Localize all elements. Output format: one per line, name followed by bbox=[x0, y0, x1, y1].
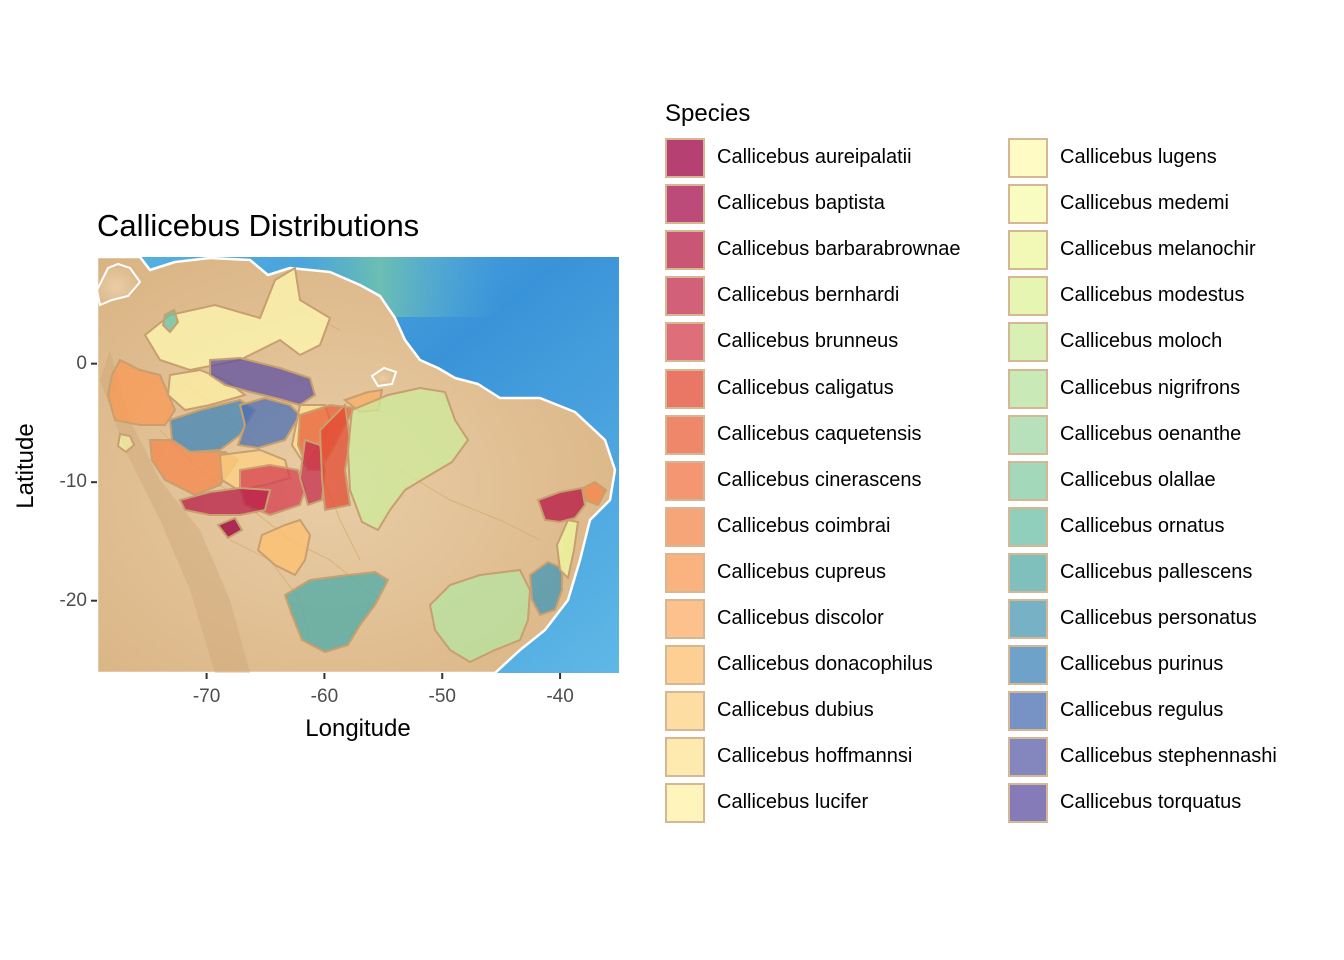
legend-swatch bbox=[1008, 737, 1048, 778]
range-pallescens bbox=[283, 570, 390, 654]
x-axis-title: Longitude bbox=[305, 715, 411, 742]
legend-label: Callicebus bernhardi bbox=[717, 284, 900, 307]
legend-label: Callicebus stephennashi bbox=[1060, 745, 1277, 768]
legend-swatch bbox=[1008, 506, 1048, 547]
x-tick-label: -40 bbox=[546, 686, 574, 707]
legend-label: Callicebus purinus bbox=[1060, 653, 1224, 676]
legend-swatch bbox=[665, 184, 705, 225]
x-tick-label: -60 bbox=[310, 686, 339, 707]
x-tick-label: -70 bbox=[192, 686, 221, 707]
legend-label: Callicebus melanochir bbox=[1060, 238, 1256, 261]
legend-swatch bbox=[1008, 138, 1048, 178]
range-lucifer bbox=[166, 368, 248, 412]
legend-swatch bbox=[665, 645, 705, 686]
legend-title: Species bbox=[665, 100, 751, 127]
x-tick-label: -50 bbox=[428, 686, 456, 707]
range-caquetensis bbox=[178, 486, 272, 516]
y-tick-label: -20 bbox=[59, 589, 87, 611]
legend-label: Callicebus dubius bbox=[717, 699, 874, 722]
legend-swatch bbox=[665, 599, 705, 639]
legend-swatch bbox=[665, 414, 705, 455]
legend-swatch bbox=[1008, 645, 1048, 686]
marajo-island bbox=[370, 366, 398, 388]
y-axis-title: Latitude bbox=[12, 423, 39, 509]
legend-swatch bbox=[665, 691, 705, 732]
central-america-landmass bbox=[97, 262, 142, 307]
andes-shadow bbox=[100, 350, 250, 673]
legend-swatch bbox=[1008, 783, 1048, 824]
legend-label: Callicebus lucifer bbox=[717, 791, 869, 814]
legend-label: Callicebus cupreus bbox=[717, 560, 886, 583]
range-donacophilus bbox=[256, 518, 312, 577]
range-moloch bbox=[318, 402, 352, 512]
legend-swatch bbox=[1008, 276, 1048, 317]
legend-swatch bbox=[1008, 552, 1048, 593]
legend-label: Callicebus olallae bbox=[1060, 468, 1216, 491]
legend-swatch bbox=[665, 783, 705, 824]
y-tick-label: 0 bbox=[76, 352, 87, 374]
legend-swatch bbox=[665, 138, 705, 178]
legend-swatch bbox=[1008, 414, 1048, 455]
legend-label: Callicebus torquatus bbox=[1060, 791, 1242, 814]
range-ornatus bbox=[161, 308, 180, 334]
legend-swatch bbox=[1008, 368, 1048, 409]
legend-label: Callicebus donacophilus bbox=[717, 653, 933, 676]
range-nigrifrons bbox=[428, 568, 532, 664]
range-medemi bbox=[116, 432, 136, 454]
legend-swatch bbox=[1008, 599, 1048, 639]
map-panel bbox=[97, 257, 619, 673]
legend-label: Callicebus aureipalatii bbox=[717, 146, 912, 168]
range-melanochir bbox=[555, 518, 580, 581]
legend-label: Callicebus brunneus bbox=[717, 330, 899, 353]
legend-label: Callicebus nigrifrons bbox=[1060, 376, 1241, 399]
legend-label: Callicebus pallescens bbox=[1060, 560, 1253, 583]
legend-swatch bbox=[1008, 691, 1048, 732]
legend-label: Callicebus medemi bbox=[1060, 192, 1229, 215]
legend-swatch bbox=[1008, 184, 1048, 225]
legend-swatch bbox=[665, 460, 705, 501]
range-personatus-north bbox=[346, 386, 470, 532]
legend-label: Callicebus discolor bbox=[717, 607, 884, 629]
legend-label: Callicebus regulus bbox=[1060, 699, 1224, 722]
legend-label: Callicebus oenanthe bbox=[1060, 422, 1242, 445]
legend-swatch bbox=[1008, 460, 1048, 501]
legend-label: Callicebus cinerascens bbox=[717, 468, 922, 491]
legend-swatch bbox=[665, 230, 705, 271]
range-barbarabrownae bbox=[536, 486, 587, 524]
x-axis-ticks bbox=[205, 673, 562, 679]
legend-swatch bbox=[665, 276, 705, 317]
legend-label: Callicebus moloch bbox=[1060, 330, 1223, 353]
legend-swatch bbox=[665, 368, 705, 409]
legend-swatch bbox=[665, 737, 705, 778]
range-personatus bbox=[528, 560, 563, 617]
y-tick-label: -10 bbox=[59, 471, 87, 493]
range-regulus bbox=[236, 396, 302, 450]
plot-title: Callicebus Distributions bbox=[97, 208, 420, 243]
legend-label: Callicebus ornatus bbox=[1060, 514, 1225, 537]
range-lugens bbox=[143, 266, 332, 372]
y-axis-ticks bbox=[91, 362, 97, 602]
range-aureipalatii bbox=[216, 516, 244, 540]
legend-label: Callicebus caligatus bbox=[717, 376, 894, 399]
legend-swatch bbox=[1008, 322, 1048, 363]
legend-label: Callicebus barbarabrownae bbox=[717, 238, 961, 261]
legend-swatch bbox=[665, 506, 705, 547]
legend-swatch bbox=[665, 322, 705, 363]
legend-label: Callicebus baptista bbox=[717, 192, 885, 215]
legend-label: Callicebus hoffmannsi bbox=[717, 745, 913, 768]
legend-label: Callicebus lugens bbox=[1060, 146, 1217, 168]
range-cupreus-west bbox=[106, 358, 177, 426]
legend-label: Callicebus coimbrai bbox=[717, 514, 891, 537]
legend-label: Callicebus caquetensis bbox=[717, 422, 922, 445]
legend-label: Callicebus modestus bbox=[1060, 284, 1245, 307]
legend-label: Callicebus personatus bbox=[1060, 607, 1257, 629]
legend-swatch bbox=[665, 552, 705, 593]
legend-swatch bbox=[1008, 230, 1048, 271]
